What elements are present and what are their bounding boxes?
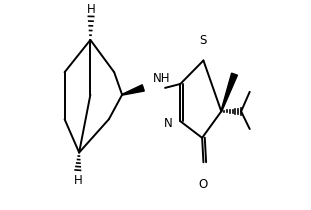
Text: H: H: [73, 174, 82, 187]
Text: NH: NH: [153, 72, 171, 85]
Text: H: H: [87, 3, 95, 16]
Text: O: O: [199, 178, 208, 191]
Text: N: N: [164, 117, 173, 130]
Polygon shape: [221, 73, 237, 112]
Text: S: S: [200, 34, 207, 47]
Polygon shape: [122, 85, 144, 95]
